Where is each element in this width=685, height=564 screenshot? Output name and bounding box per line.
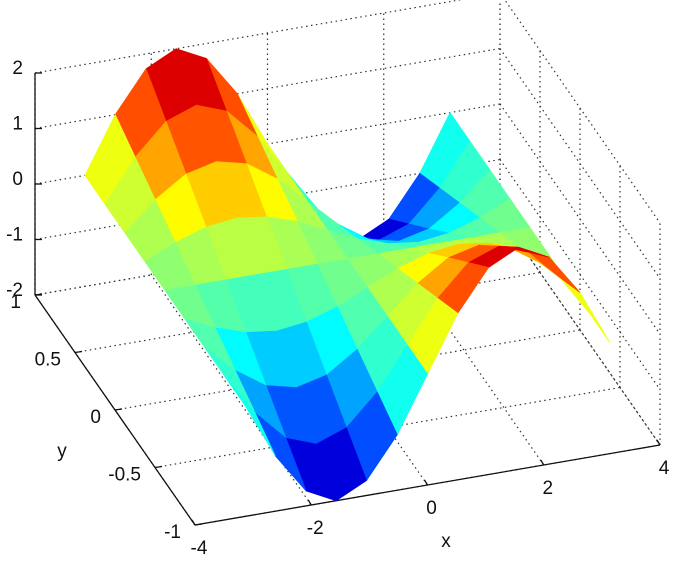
x-tick (423, 479, 429, 486)
grid-line (504, 0, 661, 224)
surface-patch (539, 262, 591, 315)
grid-line (34, 47, 501, 130)
grid-line (383, 234, 545, 466)
z-tick-label: 0 (12, 169, 23, 190)
y-tick-label: 0.5 (35, 350, 61, 371)
grid-line (150, 274, 312, 506)
grid-line (499, 159, 661, 390)
grid-line (499, 103, 661, 335)
y-tick (154, 465, 163, 469)
y-tick-label: -1 (164, 522, 181, 543)
x-tick (307, 499, 312, 506)
surface-patch (559, 277, 611, 344)
grid-line (499, 214, 661, 446)
z-tick-label: -1 (6, 225, 23, 246)
x-tick-label: 0 (426, 498, 437, 519)
y-tick (74, 350, 83, 354)
z-tick-label: 2 (12, 58, 23, 79)
y-axis-label: y (57, 441, 67, 462)
grid-line (499, 48, 661, 279)
z-tick-label: -2 (6, 280, 23, 301)
y-tick-label: -0.5 (108, 465, 141, 486)
x-tick-label: -2 (307, 518, 324, 539)
x-axis-label: x (441, 531, 451, 552)
x-tick (656, 439, 661, 446)
x-tick-label: 4 (659, 458, 670, 479)
y-tick (114, 408, 123, 411)
surface-patch (528, 251, 581, 293)
grid-line (34, 0, 463, 74)
surface-patch (224, 376, 276, 457)
y-tick-label: 1 (10, 292, 21, 313)
x-tick-label: 2 (542, 478, 553, 499)
x-tick (540, 459, 545, 466)
x-tick (191, 519, 196, 526)
z-tick-label: 1 (12, 114, 23, 135)
x-tick-label: -4 (191, 538, 208, 559)
y-tick (194, 523, 203, 526)
y-tick-label: 0 (90, 407, 101, 428)
